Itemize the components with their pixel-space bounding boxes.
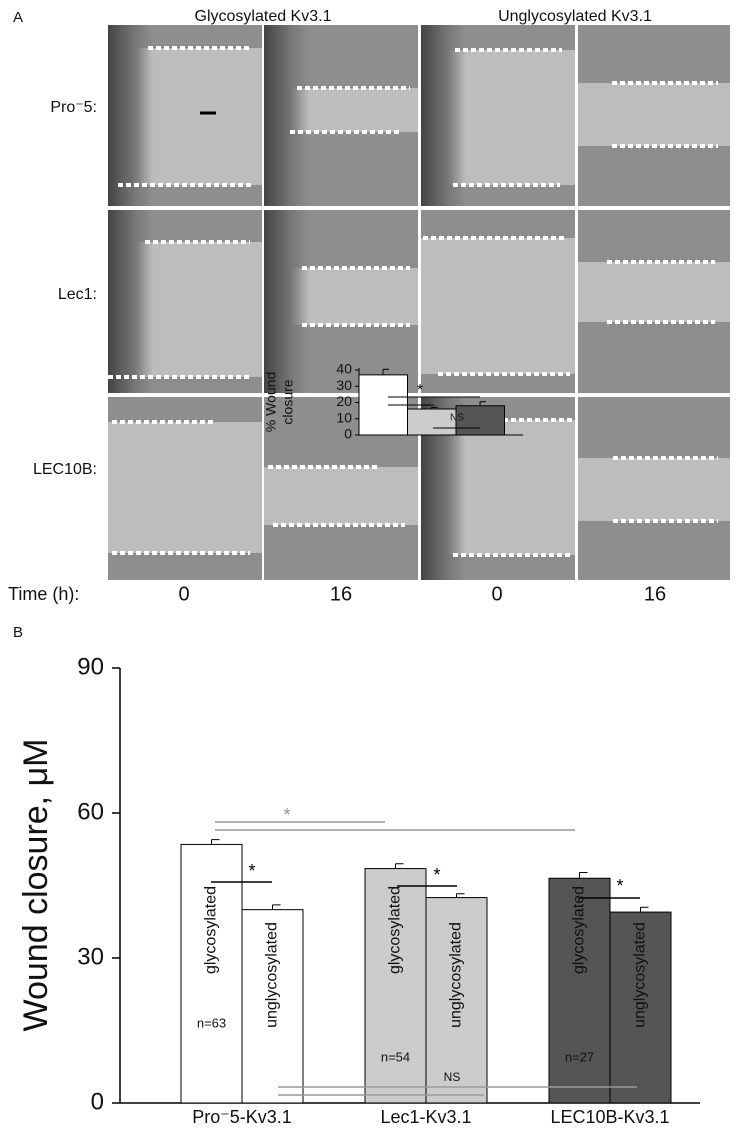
wound-area <box>108 422 262 553</box>
wound-area <box>578 458 730 521</box>
annotation: NS <box>444 1070 461 1084</box>
shadow <box>264 210 309 393</box>
row-label: Lec1: <box>58 286 97 303</box>
inset-error-bar <box>479 401 486 406</box>
bar <box>548 877 611 1104</box>
inset-bar <box>455 405 505 436</box>
error-bar <box>456 893 465 898</box>
inset-error-bar <box>382 368 389 375</box>
shadow <box>108 25 153 206</box>
annotation: * <box>248 861 255 881</box>
inset-y-label: % Wound <box>263 372 279 432</box>
wound-area <box>264 467 418 525</box>
error-bar <box>211 839 220 845</box>
y-tick-label: 90 <box>77 653 104 680</box>
row-label: Pro⁻5: <box>50 99 97 116</box>
annotation: * <box>283 805 290 825</box>
x-tick-label: Lec1-Kv3.1 <box>380 1107 471 1127</box>
annotation: * <box>433 865 440 885</box>
error-bar <box>272 904 281 910</box>
inset-y-tick-label: 40 <box>336 361 352 377</box>
time-value: 16 <box>644 583 666 605</box>
bar <box>364 868 427 1104</box>
wound-area <box>421 238 575 374</box>
error-bar <box>579 871 588 879</box>
bar-label: glycosylated <box>203 886 220 974</box>
column-header: Unglycosylated Kv3.1 <box>498 8 652 25</box>
inset-error-bar <box>431 406 438 409</box>
wound-area <box>578 262 730 322</box>
n-label: n=54 <box>381 1049 410 1064</box>
plot: 0 30 60 90 Wound closure, μM Pro⁻5-Kv3.1 glyco… <box>17 361 700 1127</box>
shadow <box>264 25 309 206</box>
panel-label: A <box>13 9 23 26</box>
y-tick-label: 30 <box>77 943 104 970</box>
bar-label: unglycosylated <box>632 922 649 1028</box>
row-label: LEC10B: <box>33 461 97 478</box>
x-tick-label: Pro⁻5-Kv3.1 <box>192 1107 292 1127</box>
column-header: Glycosylated Kv3.1 <box>195 8 332 25</box>
n-label: n=63 <box>197 1015 226 1030</box>
x-tick-label: LEC10B-Kv3.1 <box>550 1107 669 1127</box>
y-axis-label: Wound closure, μM <box>17 739 55 1032</box>
time-value: 16 <box>330 583 352 605</box>
inset-y-label: closure <box>280 379 296 424</box>
time-value: 0 <box>178 583 189 605</box>
micrographs <box>108 25 730 580</box>
bar-label: unglycosylated <box>448 922 465 1028</box>
bar-label: glycosylated <box>571 886 588 974</box>
bar <box>180 843 243 1104</box>
bar-label: glycosylated <box>387 886 404 974</box>
inset-y-tick-label: 0 <box>344 426 352 442</box>
inset-y-tick-label: 30 <box>336 377 352 393</box>
inset-y-tick-label: 20 <box>336 393 352 409</box>
inset-annotation: * <box>417 382 423 399</box>
bar <box>609 911 672 1104</box>
inset-annotation: NS <box>450 413 464 424</box>
error-bar <box>395 863 404 869</box>
bar <box>241 909 304 1104</box>
time-label: Time (h): <box>8 584 79 604</box>
n-label: n=27 <box>565 1049 594 1064</box>
error-bar <box>640 906 649 913</box>
shadow <box>108 210 153 393</box>
time-value: 0 <box>491 583 502 605</box>
inset-y-tick-label: 10 <box>336 409 352 425</box>
annotation: * <box>616 876 623 896</box>
bar-label: unglycosylated <box>264 922 281 1028</box>
bar <box>425 897 488 1104</box>
y-tick-label: 60 <box>77 798 104 825</box>
y-tick-label: 0 <box>91 1088 104 1115</box>
panel-label: B <box>13 624 23 641</box>
inset-bar <box>407 408 457 436</box>
wound-area <box>578 83 730 146</box>
shadow <box>421 25 466 206</box>
